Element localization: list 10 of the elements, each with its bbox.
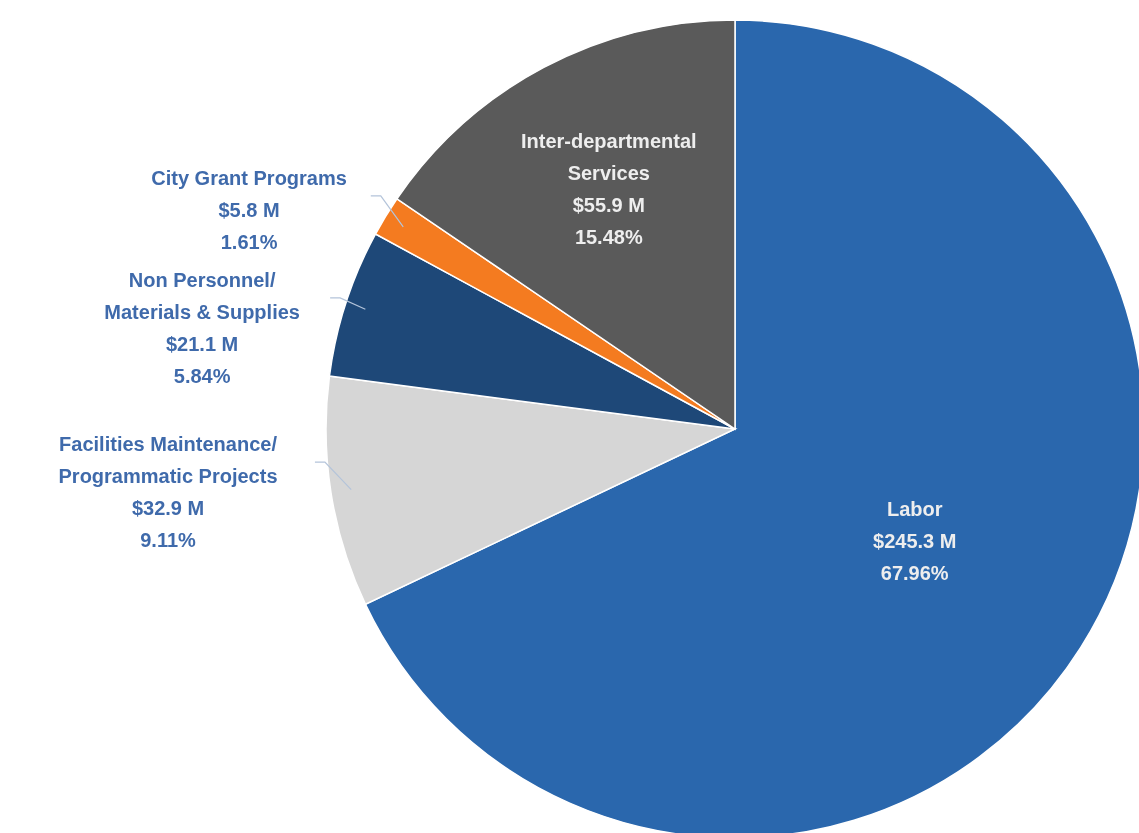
slice-label: City Grant Programs xyxy=(151,167,347,190)
data-label: $245.3 M 67.96% xyxy=(873,529,957,584)
data-label: $5.8 M 1.61% xyxy=(218,199,280,254)
data-label: $55.9 M 15.48% xyxy=(572,193,645,248)
slice-label: Facilities Maintenance/ Programmatic Projects xyxy=(58,433,278,488)
slice-label: Labor xyxy=(886,497,943,520)
data-label: $32.9 M 9.11% xyxy=(131,497,205,552)
slice-label: Inter-departmental Services xyxy=(521,129,697,184)
data-label: $21.1 M 5.84% xyxy=(165,333,239,388)
slice-label: Non Personnel/ Materials & Supplies xyxy=(104,269,300,324)
